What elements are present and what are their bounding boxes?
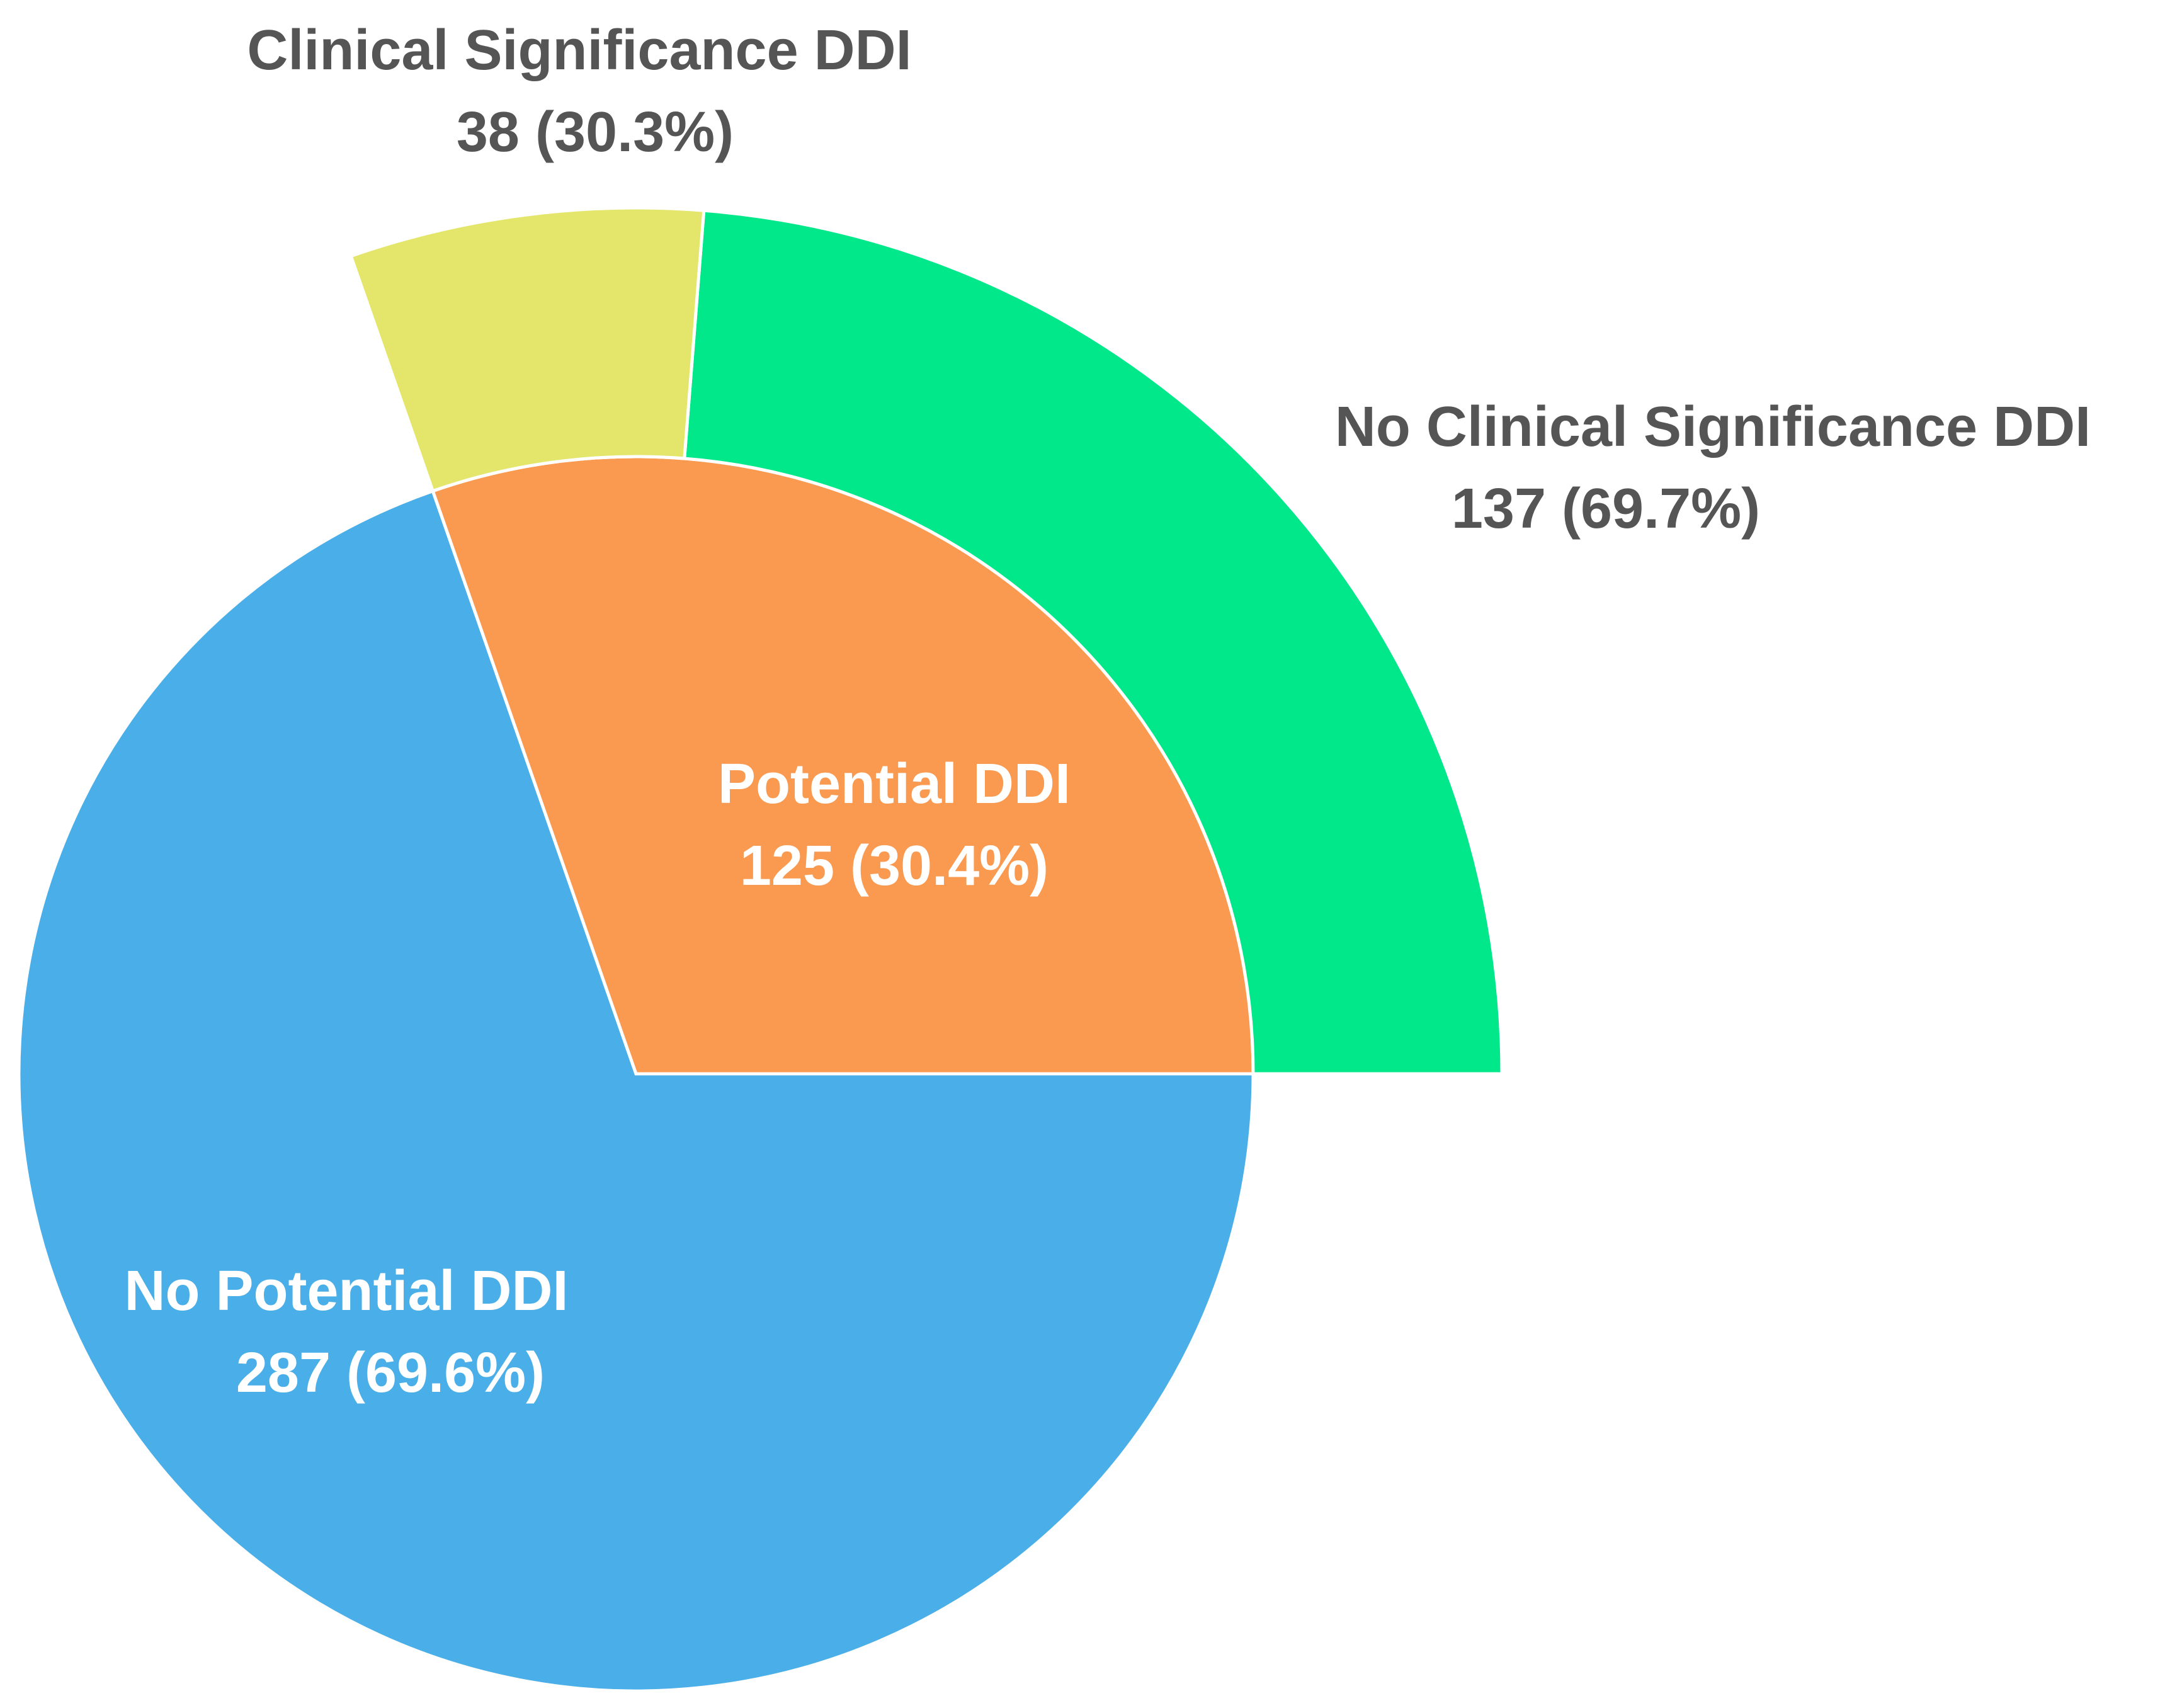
- no-clinical-significance-value: 137 (69.7%): [1452, 477, 1760, 540]
- no-potential-ddi-value: 287 (69.6%): [236, 1341, 545, 1404]
- no-potential-ddi-label: No Potential DDI: [124, 1260, 568, 1323]
- no-clinical-significance-label: No Clinical Significance DDI: [1335, 396, 2091, 458]
- no-clinical-significance-slice: [683, 208, 1504, 1076]
- clinical-significance-value: 38 (30.3%): [457, 101, 734, 164]
- potential-ddi-label: Potential DDI: [718, 753, 1071, 816]
- potential-ddi-value: 125 (30.4%): [740, 834, 1048, 897]
- clinical-significance-label: Clinical Significance DDI: [247, 19, 911, 82]
- labels-layer: Clinical Significance DDI 38 (30.3%) No …: [124, 19, 2091, 1404]
- no-potential-ddi-slice: [17, 489, 1255, 1693]
- slices-layer: [17, 206, 1504, 1693]
- clinical-significance-slice: [349, 206, 706, 493]
